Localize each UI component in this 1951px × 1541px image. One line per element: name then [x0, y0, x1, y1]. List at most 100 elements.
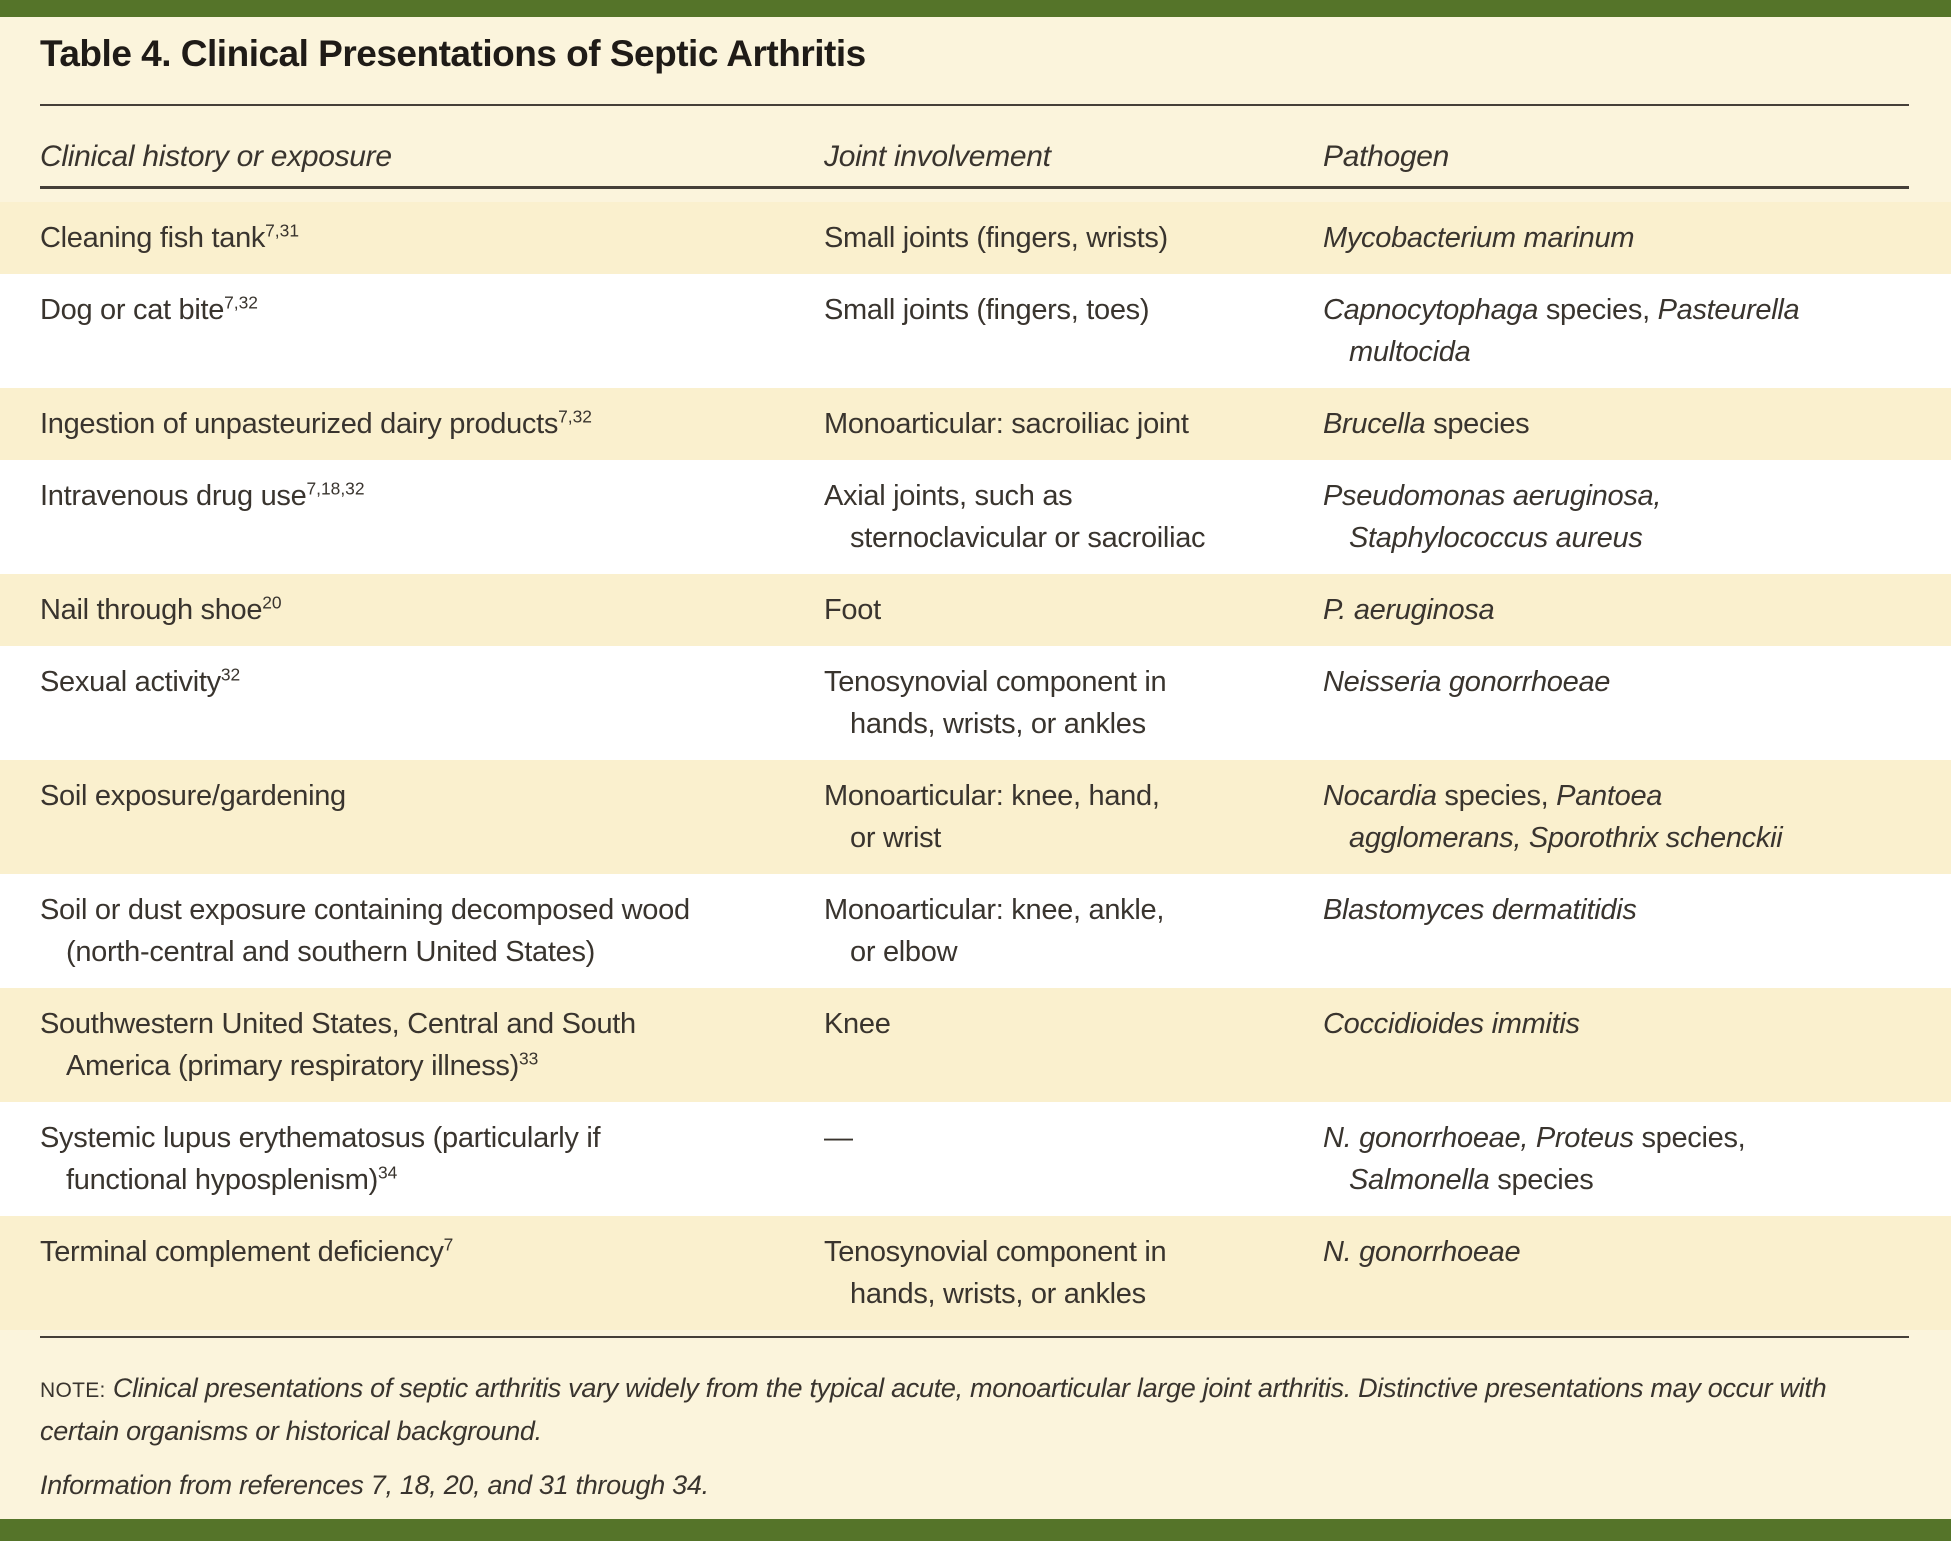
text-segment: America (primary respiratory illness): [66, 1050, 519, 1082]
cell-line: Capnocytophaga species, Pasteurella: [1323, 289, 1921, 331]
joint-cell: Monoarticular: knee, hand, or wrist: [824, 775, 1323, 859]
text-segment: N. gonorrhoeae, Proteus: [1323, 1122, 1634, 1154]
column-header-pathogen: Pathogen: [1323, 140, 1450, 173]
bottom-green-bar: [0, 1519, 1951, 1541]
text-segment: Pseudomonas aeruginosa,: [1323, 480, 1662, 512]
cell-line: Cleaning fish tank7,31: [40, 217, 824, 259]
cell-line: Nocardia species, Pantoea: [1323, 775, 1921, 817]
cell-line: or wrist: [824, 817, 1303, 859]
cell-line: Small joints (fingers, wrists): [824, 217, 1303, 259]
cell-line: Mycobacterium marinum: [1323, 217, 1921, 259]
reference-superscript: 32: [220, 664, 241, 685]
text-segment: Knee: [824, 1008, 891, 1040]
pathogen-cell: Capnocytophaga species, Pasteurella multo…: [1323, 289, 1951, 373]
note-source: Information from references 7, 18, 20, a…: [40, 1470, 709, 1500]
cell-line: Soil exposure/gardening: [40, 775, 824, 817]
text-segment: Soil exposure/gardening: [40, 780, 346, 812]
text-segment: Soil or dust exposure containing decompo…: [40, 894, 690, 926]
table-row: Intravenous drug use7,18,32 Axial joints,…: [0, 460, 1951, 574]
cell-line: Coccidioides immitis: [1323, 1003, 1921, 1045]
text-segment: multocida: [1349, 336, 1471, 368]
pathogen-cell: P. aeruginosa: [1323, 589, 1951, 631]
text-segment: Tenosynovial component in: [824, 1236, 1167, 1268]
text-segment: Blastomyces dermatitidis: [1323, 894, 1637, 926]
reference-superscript: 7,32: [558, 406, 592, 427]
history-cell: Terminal complement deficiency7: [0, 1231, 824, 1315]
text-segment: Nail through shoe: [40, 594, 263, 626]
cell-line: hands, wrists, or ankles: [824, 703, 1303, 745]
text-segment: Monoarticular: knee, ankle,: [824, 894, 1165, 926]
text-segment: functional hyposplenism): [66, 1164, 378, 1196]
text-segment: Tenosynovial component in: [824, 666, 1167, 698]
cell-line: Brucella species: [1323, 403, 1921, 445]
history-cell: Soil exposure/gardening: [0, 775, 824, 859]
pathogen-cell: Neisseria gonorrhoeae: [1323, 661, 1951, 745]
cell-line: Ingestion of unpasteurized dairy product…: [40, 403, 824, 445]
text-segment: agglomerans, Sporothrix schenckii: [1349, 822, 1783, 854]
cell-line: Monoarticular: knee, hand,: [824, 775, 1303, 817]
footer-divider: [40, 1336, 1909, 1338]
table-row: Sexual activity32 Tenosynovial component …: [0, 646, 1951, 760]
text-segment: Small joints (fingers, toes): [824, 294, 1150, 326]
pathogen-cell: Pseudomonas aeruginosa, Staphylococcus au…: [1323, 475, 1951, 559]
joint-cell: Small joints (fingers, toes): [824, 289, 1323, 373]
note-body: Clinical presentations of septic arthrit…: [40, 1373, 1827, 1446]
cell-line: —: [824, 1117, 1303, 1159]
text-segment: or elbow: [850, 936, 958, 968]
text-segment: Monoarticular: sacroiliac joint: [824, 408, 1189, 440]
text-segment: species,: [1436, 780, 1557, 812]
table-header-row: Clinical history or exposure Joint invol…: [0, 106, 1951, 186]
table-title: Table 4. Clinical Presentations of Septi…: [40, 33, 866, 74]
header-divider: [40, 186, 1909, 189]
history-cell: Sexual activity32: [0, 661, 824, 745]
table-row: Soil or dust exposure containing decompo…: [0, 874, 1951, 988]
cell-line: sternoclavicular or sacroiliac: [824, 517, 1303, 559]
text-segment: Coccidioides immitis: [1323, 1008, 1580, 1040]
text-segment: Axial joints, such as: [824, 480, 1073, 512]
text-segment: Terminal complement deficiency: [40, 1236, 444, 1268]
joint-cell: Monoarticular: sacroiliac joint: [824, 403, 1323, 445]
pathogen-cell: N. gonorrhoeae, Proteus species, Salmonel…: [1323, 1117, 1951, 1201]
text-segment: Brucella: [1323, 408, 1426, 440]
text-segment: hands, wrists, or ankles: [850, 708, 1146, 740]
cell-line: agglomerans, Sporothrix schenckii: [1323, 817, 1921, 859]
pathogen-cell: Blastomyces dermatitidis: [1323, 889, 1951, 973]
history-cell: Nail through shoe20: [0, 589, 824, 631]
history-cell: Intravenous drug use7,18,32: [0, 475, 824, 559]
history-cell: Southwestern United States, Central and …: [0, 1003, 824, 1087]
reference-superscript: 7,32: [224, 292, 258, 313]
text-segment: species,: [1538, 294, 1658, 326]
cell-line: Blastomyces dermatitidis: [1323, 889, 1921, 931]
table-rows: Cleaning fish tank7,31 Small joints (fing…: [0, 202, 1951, 1330]
pathogen-cell: Nocardia species, Pantoea agglomerans, Sp…: [1323, 775, 1951, 859]
text-segment: Capnocytophaga: [1323, 294, 1539, 326]
text-segment: Small joints (fingers, wrists): [824, 222, 1168, 254]
column-header-history: Clinical history or exposure: [40, 140, 392, 173]
cell-line: Salmonella species: [1323, 1159, 1921, 1201]
table-row: Ingestion of unpasteurized dairy product…: [0, 388, 1951, 460]
cell-line: America (primary respiratory illness)33: [40, 1045, 824, 1087]
pathogen-cell: Coccidioides immitis: [1323, 1003, 1951, 1087]
table-row: Dog or cat bite7,32 Small joints (fingers…: [0, 274, 1951, 388]
text-segment: Intravenous drug use: [40, 480, 307, 512]
history-cell: Dog or cat bite7,32: [0, 289, 824, 373]
table-row: Cleaning fish tank7,31 Small joints (fing…: [0, 202, 1951, 274]
joint-cell: Foot: [824, 589, 1323, 631]
history-cell: Soil or dust exposure containing decompo…: [0, 889, 824, 973]
cell-line: Southwestern United States, Central and …: [40, 1003, 824, 1045]
cell-line: hands, wrists, or ankles: [824, 1273, 1303, 1315]
cell-line: Monoarticular: sacroiliac joint: [824, 403, 1303, 445]
text-segment: Pantoea: [1556, 780, 1663, 812]
table-note: NOTE: Clinical presentations of septic a…: [40, 1368, 1907, 1451]
reference-superscript: 7,18,32: [306, 478, 365, 499]
cell-line: or elbow: [824, 931, 1303, 973]
pathogen-cell: N. gonorrhoeae: [1323, 1231, 1951, 1315]
text-segment: Sexual activity: [40, 666, 221, 698]
joint-cell: Monoarticular: knee, ankle, or elbow: [824, 889, 1323, 973]
cell-line: N. gonorrhoeae: [1323, 1231, 1921, 1273]
reference-superscript: 20: [262, 592, 282, 613]
note-label: NOTE:: [40, 1379, 106, 1402]
top-green-bar: [0, 0, 1951, 17]
history-cell: Ingestion of unpasteurized dairy product…: [0, 403, 824, 445]
text-segment: Foot: [824, 594, 881, 626]
